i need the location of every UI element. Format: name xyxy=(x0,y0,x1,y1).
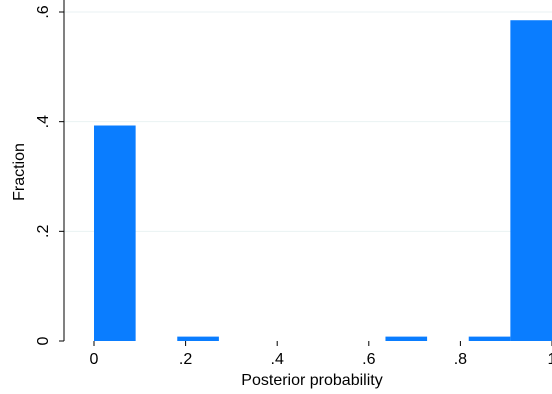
x-tick-labels: 0 .2 .4 .6 .8 1 xyxy=(90,341,552,368)
histogram-bar-1 xyxy=(177,336,219,341)
y-tick-label-2: .4 xyxy=(35,115,52,128)
y-tick-label-3: .6 xyxy=(35,5,52,18)
x-tick-label-5: 1 xyxy=(548,351,552,368)
x-axis-title: Posterior probability xyxy=(241,372,382,389)
histogram-bar-4 xyxy=(510,20,552,341)
x-tick-label-4: .8 xyxy=(454,351,467,368)
x-tick-label-1: .2 xyxy=(179,351,192,368)
y-tick-labels: 0 .2 .4 .6 xyxy=(35,5,64,345)
y-axis-title: Fraction xyxy=(11,143,28,201)
x-tick-label-2: .4 xyxy=(271,351,284,368)
x-tick-label-3: .6 xyxy=(362,351,375,368)
histogram-bar-0 xyxy=(94,125,136,341)
y-tick-label-1: .2 xyxy=(35,225,52,238)
y-tick-label-0: 0 xyxy=(35,336,52,345)
histogram-bar-3 xyxy=(468,336,511,341)
gridlines xyxy=(64,11,552,232)
histogram-bar-2 xyxy=(385,336,428,341)
bars xyxy=(94,20,552,341)
x-tick-label-0: 0 xyxy=(90,351,99,368)
